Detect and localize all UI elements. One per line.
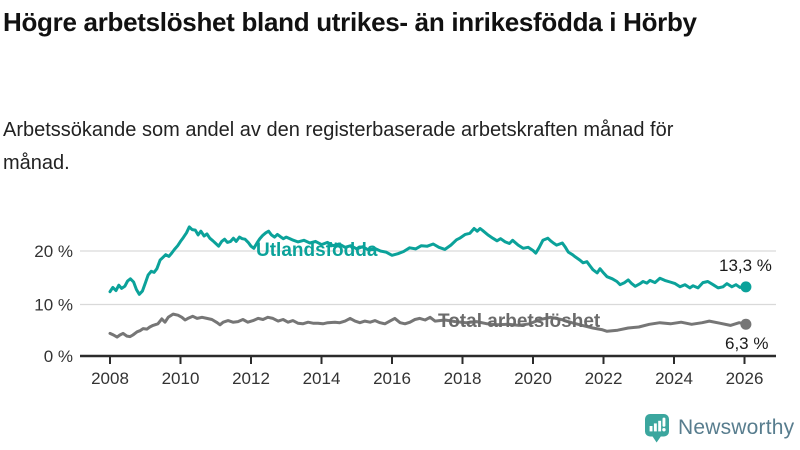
y-tick-label: 0 %: [44, 347, 73, 366]
x-tick-label-2018: 2018: [444, 369, 482, 388]
series-end-dot-utlandsfodda: [740, 281, 752, 293]
newsworthy-wordmark: Newsworthy: [678, 416, 795, 439]
x-tick-label-2012: 2012: [232, 369, 270, 388]
x-tick-label-2020: 2020: [514, 369, 552, 388]
x-tick-label-2026: 2026: [726, 369, 764, 388]
y-tick-label: 20 %: [34, 242, 73, 261]
chart-subtitle: Arbetssökande som andel av den registerb…: [3, 119, 674, 174]
end-value-label-total: 6,3 %: [725, 334, 769, 353]
newsworthy-bubble-chart-icon: [645, 414, 669, 443]
series-line-utlandsfodda: [108, 225, 748, 296]
x-tick-label-2014: 2014: [303, 369, 341, 388]
end-value-label-utlandsfodda: 13,3 %: [719, 256, 772, 275]
speech-bubble-shape: [645, 414, 669, 443]
series-label-utlandsfodda: Utlandsfödda: [256, 240, 378, 261]
y-tick-label: 10 %: [34, 296, 73, 315]
series-line-total: [108, 312, 748, 339]
x-tick-label-2016: 2016: [373, 369, 411, 388]
x-tick-label-2010: 2010: [162, 369, 200, 388]
series-end-dot-total: [740, 318, 752, 330]
x-tick-label-2024: 2024: [655, 369, 693, 388]
newsworthy-logo[interactable]: Newsworthy: [644, 413, 794, 443]
x-tick-label-2022: 2022: [585, 369, 623, 388]
series-label-total-arbetsloshet: Total arbetslöshet: [438, 311, 601, 332]
x-tick-label-2008: 2008: [91, 369, 129, 388]
chart-title: Högre arbetslöshet bland utrikes- än inr…: [3, 7, 697, 37]
